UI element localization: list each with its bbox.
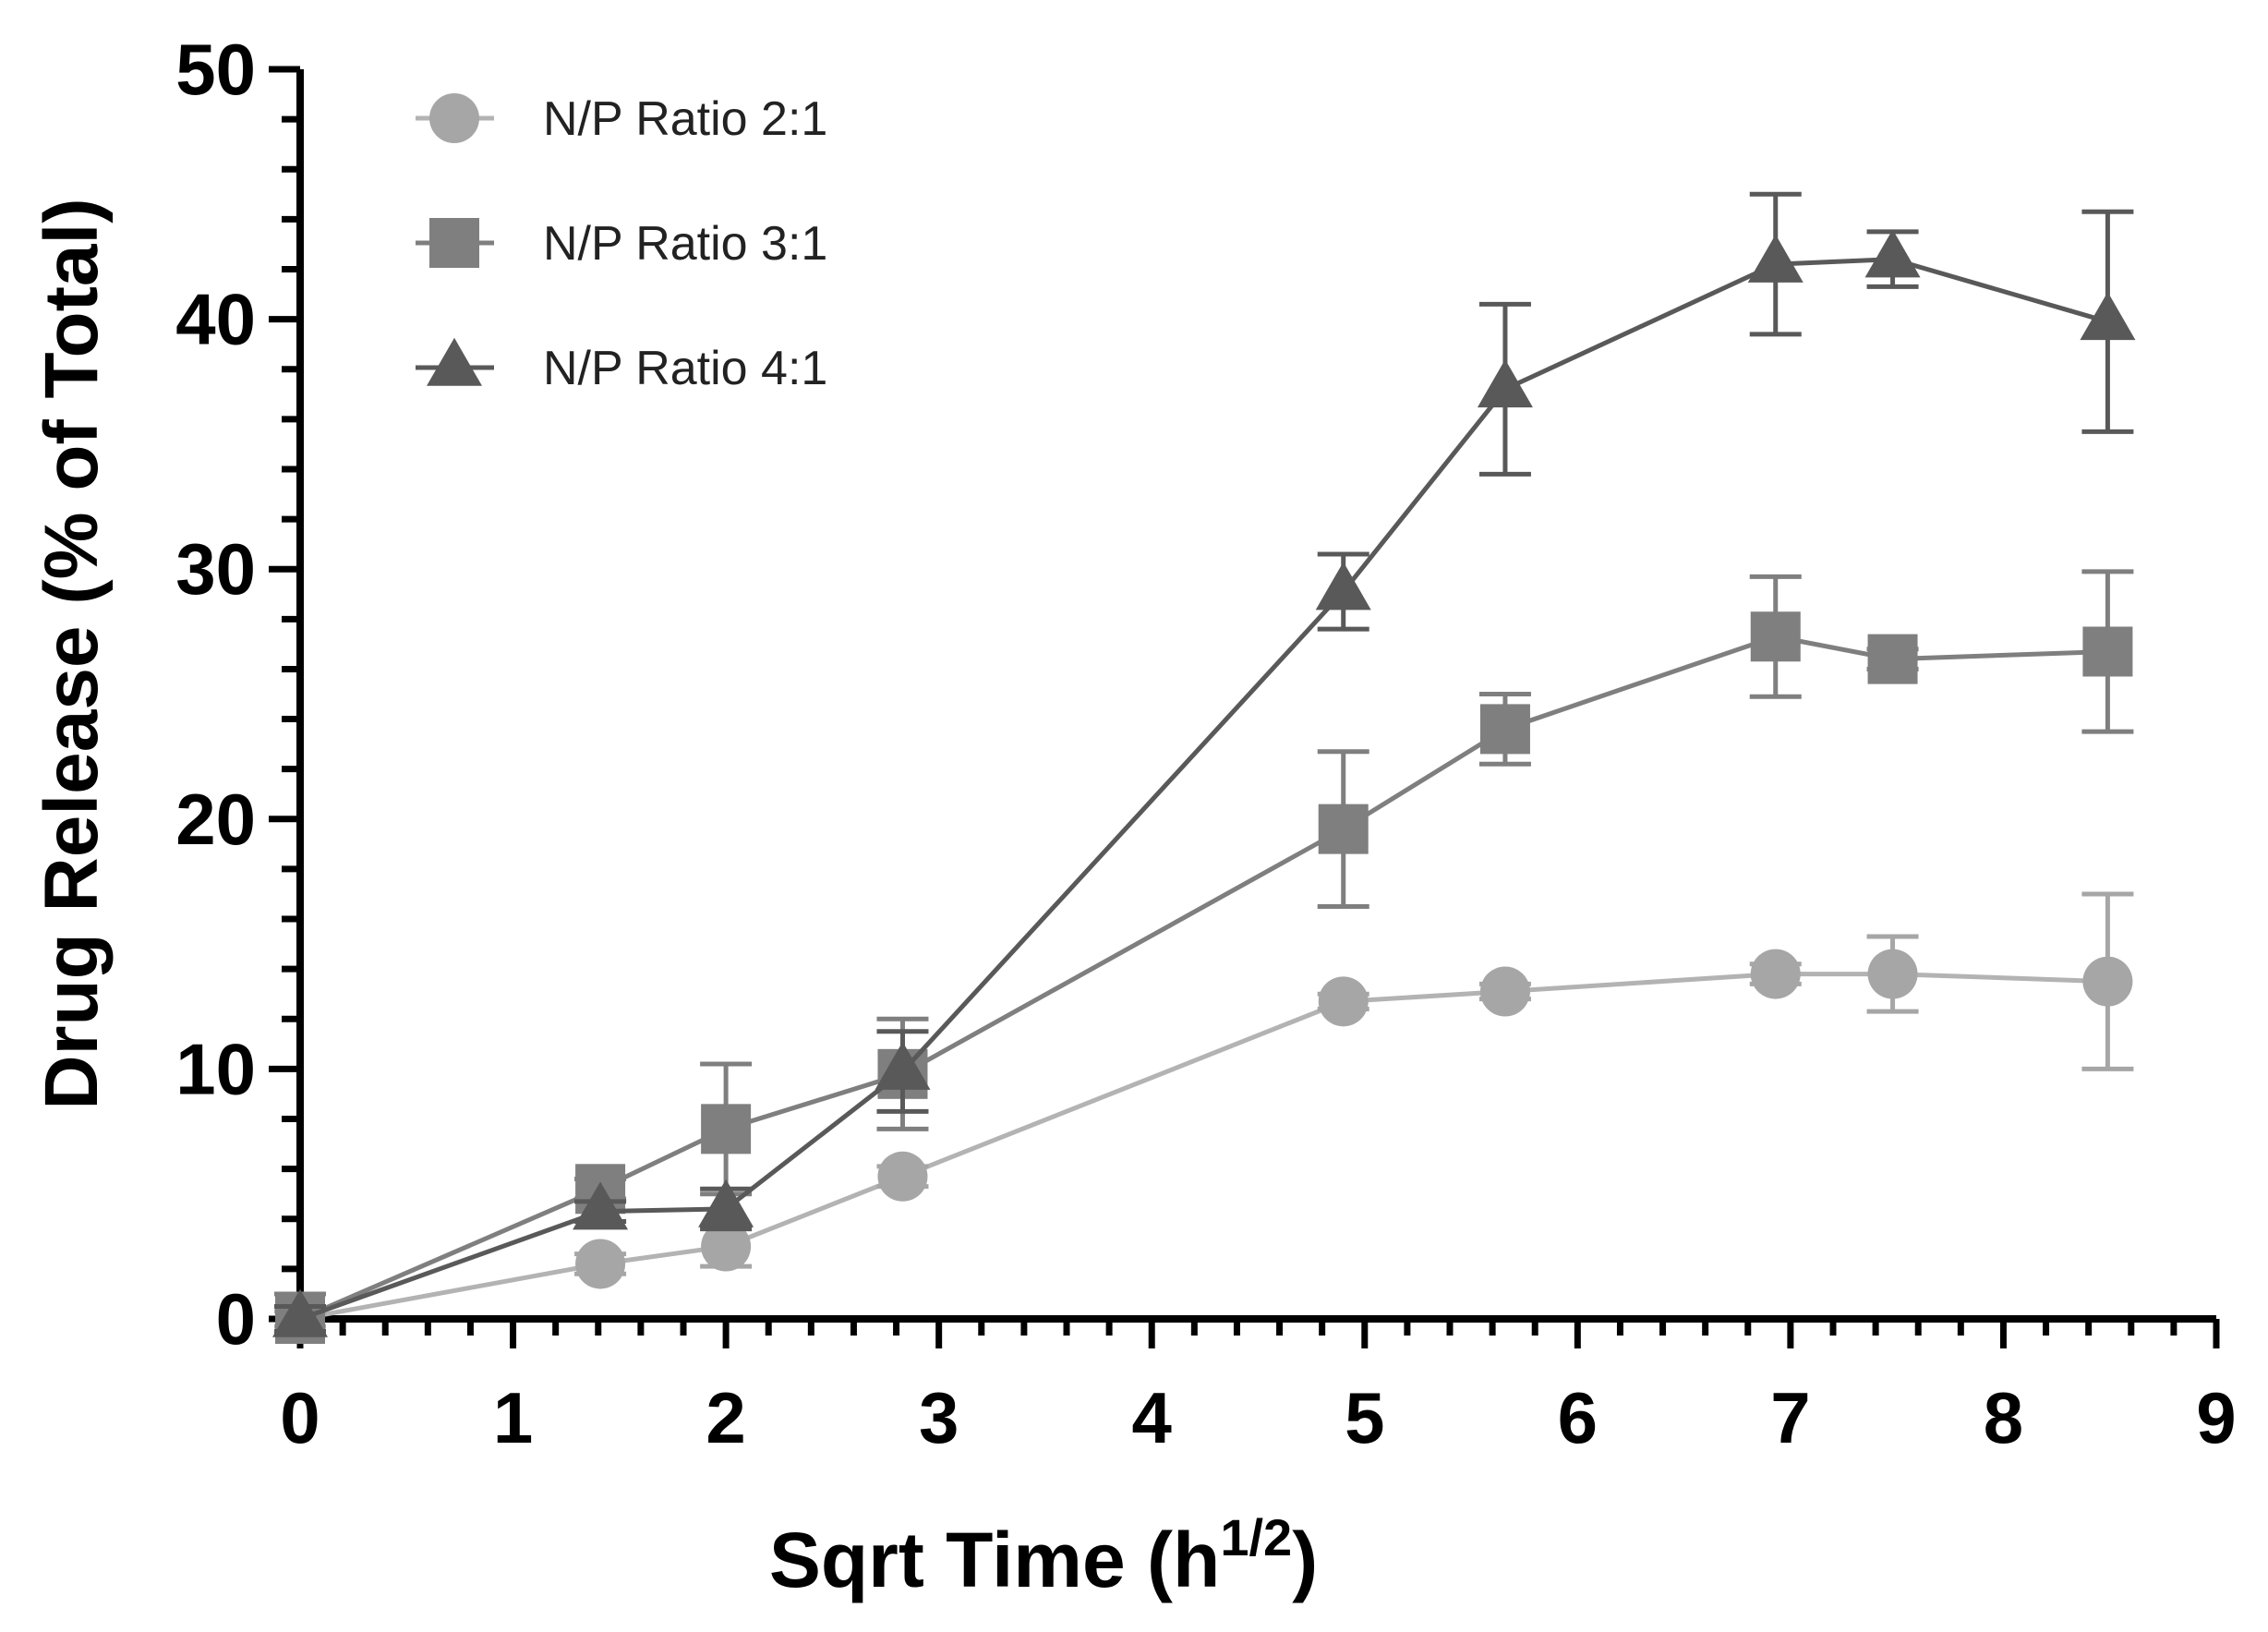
data-point-triangle: [1747, 234, 1804, 283]
y-tick-label: 0: [216, 1278, 256, 1360]
x-tick-label: 1: [493, 1377, 533, 1458]
data-point-circle: [701, 1221, 752, 1272]
data-point-square: [1867, 634, 1918, 684]
x-tick-label: 6: [1558, 1377, 1598, 1458]
data-point-square: [1479, 704, 1530, 755]
data-point-triangle: [2080, 292, 2136, 341]
x-tick-label: 0: [280, 1377, 320, 1458]
x-tick-label: 7: [1770, 1377, 1810, 1458]
axes: 0 10 20 30 40 50 0 1 2 3 4 5 6 7 8 9: [175, 29, 2236, 1458]
data-point-circle: [1318, 976, 1369, 1027]
series-1: [274, 891, 2134, 1344]
series-3: [272, 191, 2136, 1337]
data-point-circle: [877, 1151, 928, 1202]
data-point-square: [2082, 626, 2133, 677]
x-tick-label: 8: [1984, 1377, 2023, 1458]
x-tick-label: 2: [706, 1377, 745, 1458]
data-point-square: [701, 1104, 752, 1154]
x-axis-label: Sqrt Time (h1/2): [769, 1508, 1318, 1603]
data-point-triangle: [698, 1179, 754, 1227]
x-tick-label: 4: [1132, 1377, 1172, 1458]
data-point-circle: [2082, 956, 2133, 1007]
y-tick-label: 30: [175, 528, 256, 610]
x-tick-label: 3: [919, 1377, 959, 1458]
legend-label: N/P Ratio 4:1: [543, 342, 827, 395]
data-point-circle: [1750, 949, 1801, 999]
legend-marker-triangle: [427, 337, 482, 386]
x-axis-label-end: ): [1292, 1517, 1318, 1603]
legend-label: N/P Ratio 2:1: [543, 92, 827, 146]
x-tick-label: 9: [2196, 1377, 2236, 1458]
y-tick-label: 10: [175, 1028, 256, 1109]
data-point-triangle: [1864, 229, 1921, 278]
legend-item: N/P Ratio 2:1: [416, 92, 827, 146]
data-point-triangle: [272, 1288, 328, 1337]
data-point-triangle: [573, 1181, 629, 1230]
data-point-circle: [1479, 966, 1530, 1017]
x-axis-label-main: Sqrt Time (h: [769, 1517, 1221, 1603]
legend-marker-square: [429, 218, 479, 268]
data-point-triangle: [1477, 359, 1533, 408]
y-axis-label: Drug Release (% of Total): [30, 198, 114, 1109]
legend-label: N/P Ratio 3:1: [543, 217, 827, 271]
legend-marker-circle: [429, 93, 479, 143]
legend: N/P Ratio 2:1 N/P Ratio 3:1 N/P Ratio 4:1: [416, 92, 827, 395]
legend-item: N/P Ratio 3:1: [416, 217, 827, 271]
y-tick-label: 20: [175, 779, 256, 860]
legend-item: N/P Ratio 4:1: [416, 337, 827, 395]
x-axis-label-superscript: 1/2: [1220, 1508, 1292, 1566]
data-point-circle: [575, 1239, 626, 1289]
data-point-triangle: [875, 1041, 931, 1090]
data-point-triangle: [1315, 562, 1371, 610]
x-tick-label: 5: [1345, 1377, 1384, 1458]
data-point-circle: [1867, 949, 1918, 999]
series-layer: [272, 191, 2136, 1344]
y-tick-label: 50: [175, 29, 256, 110]
data-point-square: [1750, 611, 1801, 662]
data-point-square: [1318, 804, 1369, 854]
y-tick-label: 40: [175, 279, 256, 360]
